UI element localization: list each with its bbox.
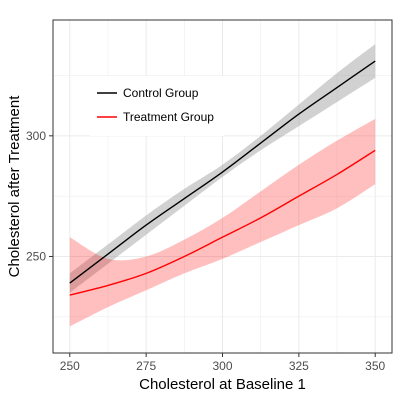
confidence-band-treatment <box>69 118 376 327</box>
y-tick-label: 300 <box>26 129 46 143</box>
x-tick-label: 325 <box>289 359 309 373</box>
legend-label: Control Group <box>123 86 199 100</box>
legend: Control Group Treatment Group <box>90 76 224 136</box>
x-tick-label: 350 <box>365 359 385 373</box>
axis-ticks: 250 275 300 325 350 250 300 <box>26 129 386 373</box>
confidence-bands <box>69 44 376 327</box>
confidence-band-control <box>69 44 376 293</box>
x-axis-title: Cholesterol at Baseline 1 <box>139 376 306 393</box>
x-tick-label: 275 <box>136 359 156 373</box>
legend-box <box>90 76 224 136</box>
grid-layer <box>53 20 392 353</box>
series-line-treatment <box>69 149 376 296</box>
x-tick-label: 250 <box>60 359 80 373</box>
y-axis-title: Cholesterol after Treatment <box>6 95 23 278</box>
x-tick-label: 300 <box>212 359 232 373</box>
series-lines <box>69 60 376 296</box>
series-line-control <box>69 60 376 284</box>
y-tick-label: 250 <box>26 249 46 263</box>
legend-label: Treatment Group <box>123 110 214 124</box>
